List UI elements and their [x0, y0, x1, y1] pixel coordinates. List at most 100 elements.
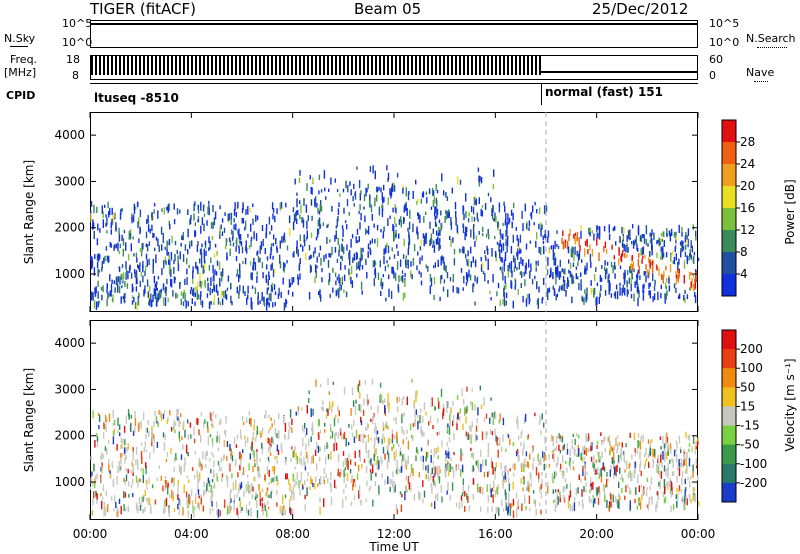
echo-cell: [654, 449, 656, 456]
echo-cell: [433, 265, 435, 269]
echo-cell: [403, 206, 405, 213]
echo-cell: [160, 475, 162, 481]
echo-cell: [335, 230, 337, 239]
echo-cell: [228, 502, 231, 510]
echo-cell: [186, 268, 188, 275]
echo-cell: [433, 294, 435, 301]
echo-cell: [238, 497, 241, 501]
echo-cell: [124, 280, 126, 287]
echo-cell: [430, 455, 432, 463]
echo-cell: [112, 214, 114, 224]
echo-cell: [173, 467, 175, 473]
echo-cell: [429, 415, 432, 424]
echo-cell: [651, 242, 653, 251]
echo-cell: [429, 273, 432, 282]
echo-cell: [600, 468, 602, 477]
echo-cell: [135, 459, 137, 466]
y-tick-label: 1000: [54, 475, 85, 489]
echo-cell: [430, 233, 433, 240]
echo-cell: [184, 292, 186, 302]
echo-cell: [211, 479, 214, 483]
echo-cell: [465, 193, 467, 202]
noise-tick-right-high: 10^5: [709, 17, 740, 30]
echo-cell: [389, 188, 391, 196]
echo-cell: [445, 192, 447, 198]
echo-cell: [678, 224, 680, 233]
echo-cell: [194, 498, 197, 504]
echo-cell: [196, 245, 199, 253]
echo-cell: [196, 470, 198, 478]
echo-cell: [164, 256, 167, 264]
echo-cell: [479, 506, 482, 513]
echo-cell: [138, 421, 141, 430]
echo-cell: [374, 272, 377, 279]
echo-cell: [108, 458, 110, 465]
echo-cell: [545, 234, 547, 240]
echo-cell: [329, 253, 332, 258]
echo-cell: [420, 447, 423, 452]
echo-cell: [466, 261, 468, 266]
echo-cell: [649, 485, 651, 491]
echo-cell: [348, 268, 350, 275]
echo-cell: [681, 498, 684, 502]
echo-cell: [649, 259, 651, 268]
echo-cell: [272, 466, 274, 472]
echo-cell: [136, 463, 139, 469]
echo-cell: [501, 446, 503, 452]
echo-cell: [477, 407, 479, 416]
echo-cell: [579, 244, 581, 252]
echo-cell: [543, 463, 545, 471]
echo-cell: [505, 241, 507, 247]
echo-cell: [391, 478, 393, 484]
echo-cell: [642, 434, 644, 443]
echo-cell: [633, 469, 635, 479]
echo-cell: [225, 238, 228, 246]
echo-cell: [648, 462, 650, 469]
echo-cell: [462, 287, 464, 291]
echo-cell: [600, 432, 602, 436]
echo-cell: [145, 479, 148, 486]
echo-cell: [534, 412, 536, 417]
echo-cell: [353, 419, 355, 427]
echo-cell: [491, 248, 493, 257]
echo-cell: [357, 261, 360, 268]
echo-cell: [457, 412, 460, 420]
echo-cell: [276, 459, 278, 464]
echo-cell: [351, 474, 353, 478]
echo-cell: [177, 262, 180, 272]
echo-cell: [381, 438, 383, 445]
echo-cell: [197, 208, 200, 214]
echo-cell: [356, 166, 358, 170]
echo-cell: [99, 228, 101, 233]
echo-cell: [446, 405, 448, 413]
echo-cell: [485, 233, 488, 238]
echo-cell: [273, 419, 276, 425]
echo-cell: [374, 448, 376, 458]
echo-cell: [118, 460, 121, 469]
echo-cell: [461, 492, 464, 497]
echo-cell: [512, 481, 514, 490]
echo-cell: [367, 434, 370, 443]
echo-cell: [356, 253, 358, 259]
echo-cell: [338, 410, 340, 417]
echo-cell: [212, 508, 214, 512]
colorbar-swatch: [722, 186, 736, 209]
echo-cell: [481, 210, 483, 217]
echo-cell: [472, 493, 474, 500]
echo-cell: [158, 245, 160, 252]
echo-cell: [625, 485, 627, 493]
echo-cell: [673, 449, 676, 457]
echo-cell: [170, 252, 173, 261]
echo-cell: [613, 225, 616, 230]
echo-cell: [296, 240, 298, 249]
echo-cell: [418, 419, 420, 425]
colorbar-swatch: [722, 252, 736, 275]
echo-cell: [407, 227, 409, 232]
echo-cell: [547, 293, 549, 301]
echo-cell: [645, 264, 647, 270]
echo-cell: [131, 283, 134, 293]
echo-cell: [355, 429, 358, 439]
echo-cell: [658, 238, 661, 243]
echo-cell: [296, 192, 298, 196]
echo-cell: [532, 463, 534, 471]
